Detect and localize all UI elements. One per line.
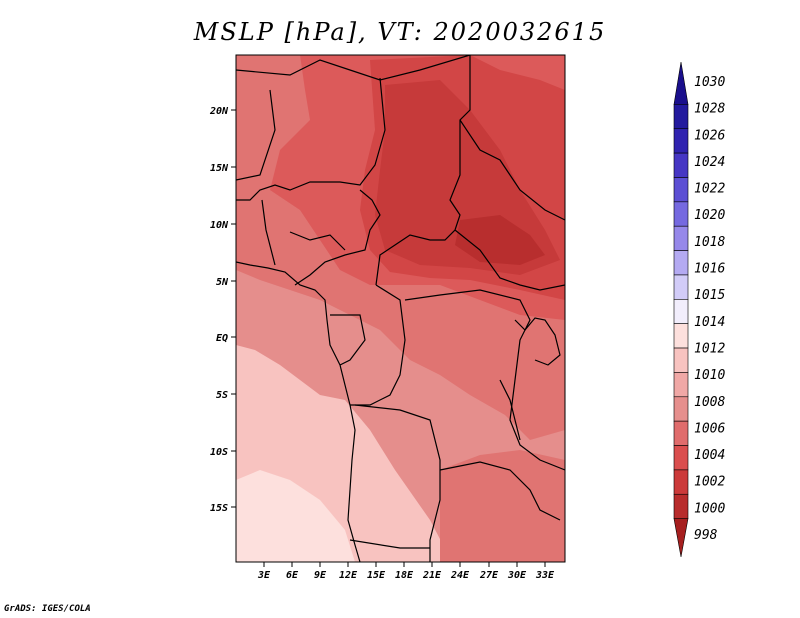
lon-label: 27E bbox=[479, 570, 499, 581]
colorbar-label: 1002 bbox=[694, 475, 725, 490]
colorbar-segment bbox=[673, 445, 689, 471]
colorbar-label: 1026 bbox=[694, 128, 725, 143]
lat-label: 5S bbox=[216, 390, 228, 401]
lon-label: 3E bbox=[257, 570, 271, 581]
colorbar-segment bbox=[673, 225, 689, 251]
lat-label: 15S bbox=[210, 503, 228, 514]
lon-label: 9E bbox=[314, 570, 327, 581]
colorbar-segment bbox=[673, 299, 689, 324]
lon-label: 18E bbox=[395, 570, 414, 581]
colorbar-segment bbox=[673, 128, 689, 154]
colorbar-segment bbox=[673, 347, 689, 373]
lon-label: 21E bbox=[422, 570, 442, 581]
colorbar-label: 1000 bbox=[694, 501, 725, 516]
colorbar-segment bbox=[673, 396, 689, 422]
pressure-area-1014 bbox=[236, 470, 355, 562]
colorbar-segment bbox=[673, 61, 689, 105]
colorbar-label: 1024 bbox=[694, 155, 725, 170]
map-frame bbox=[235, 54, 566, 563]
colorbar-segment bbox=[673, 177, 689, 203]
colorbar-segment bbox=[673, 201, 689, 227]
pressure-area-998 bbox=[455, 215, 545, 265]
lon-label: 12E bbox=[339, 570, 358, 581]
colorbar-label: 1008 bbox=[694, 395, 725, 410]
lat-label: 10N bbox=[210, 220, 229, 231]
colorbar-label: 1022 bbox=[694, 182, 725, 197]
colorbar-label: 1016 bbox=[694, 262, 725, 277]
lat-label: 10S bbox=[210, 447, 228, 458]
map-title: MSLP [hPa], VT: 2020032615 bbox=[193, 18, 607, 46]
colorbar-label: 1028 bbox=[694, 102, 725, 117]
lon-label: 6E bbox=[286, 570, 299, 581]
colorbar-segment bbox=[673, 250, 689, 276]
colorbar-label: 1010 bbox=[694, 368, 725, 383]
lon-label: 30E bbox=[507, 570, 527, 581]
colorbar-label: 1006 bbox=[694, 421, 725, 436]
colorbar-label: 998 bbox=[694, 528, 718, 543]
colorbar-label: 1030 bbox=[694, 75, 725, 90]
lon-label: 15E bbox=[367, 570, 386, 581]
longitude-axis: 3E 6E 9E 12E 15E 18E 21E 24E 27E 30E 33E bbox=[257, 562, 555, 581]
colorbar-segment bbox=[673, 493, 689, 519]
pressure-field bbox=[236, 55, 565, 562]
colorbar-label: 1015 bbox=[694, 288, 725, 303]
latitude-axis: 20N 15N 10N 5N EQ 5S 10S 15S bbox=[209, 106, 236, 514]
grads-credit: GrADS: IGES/COLA bbox=[4, 604, 91, 614]
lat-label: 15N bbox=[210, 163, 229, 174]
colorbar-label: 1012 bbox=[694, 342, 725, 357]
colorbar-segment bbox=[673, 372, 689, 398]
colorbar-segment bbox=[673, 323, 689, 349]
colorbar: 1030 1028 1026 1024 1022 1020 1018 1016 1015 1014… bbox=[673, 61, 725, 558]
lon-label: 33E bbox=[535, 570, 555, 581]
colorbar-label: 1014 bbox=[694, 315, 725, 330]
colorbar-label: 1004 bbox=[694, 448, 725, 463]
lon-label: 24E bbox=[450, 570, 470, 581]
colorbar-segment bbox=[673, 518, 689, 558]
pressure-area-1006-south bbox=[440, 450, 565, 562]
colorbar-label: 1020 bbox=[694, 208, 725, 223]
lat-label: EQ bbox=[216, 333, 228, 344]
coastlines-borders bbox=[236, 55, 565, 562]
colorbar-segment bbox=[673, 152, 689, 178]
colorbar-segment bbox=[673, 420, 689, 446]
lat-label: 20N bbox=[209, 106, 229, 117]
colorbar-label: 1018 bbox=[694, 235, 725, 250]
colorbar-segment bbox=[673, 274, 689, 300]
colorbar-segment bbox=[673, 469, 689, 495]
lat-label: 5N bbox=[216, 277, 229, 288]
colorbar-segment bbox=[673, 104, 689, 130]
